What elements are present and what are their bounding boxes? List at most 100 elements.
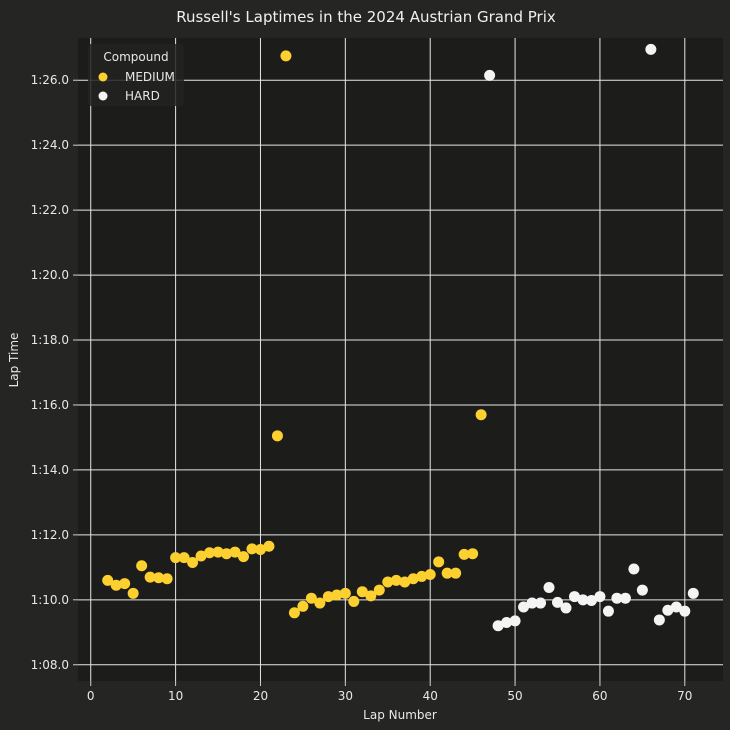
point-medium [271,430,283,442]
x-axis-ticks: 0 10 20 30 40 50 60 70 [87,681,692,703]
point-hard [619,592,631,604]
point-medium [475,409,487,421]
data-points [102,43,699,632]
point-medium [280,50,292,62]
x-tick-label: 20 [253,689,268,703]
x-tick-label: 0 [87,689,95,703]
point-medium [102,574,114,586]
point-hard [653,614,665,626]
point-medium [246,543,258,555]
point-hard [501,617,513,629]
point-medium [144,571,156,583]
legend-label-medium: MEDIUM [125,70,175,84]
point-medium [441,567,453,579]
point-medium [263,540,275,552]
point-medium [348,595,360,607]
point-hard [670,601,682,613]
point-hard [577,594,589,606]
point-hard [492,620,504,632]
point-medium [229,546,241,558]
point-medium [365,590,377,602]
legend-label-hard: HARD [125,89,160,103]
point-medium [467,548,479,560]
y-tick-label: 1:20.0 [31,268,69,282]
point-hard [526,597,538,609]
y-tick-label: 1:26.0 [31,73,69,87]
point-hard [509,615,521,627]
point-medium [136,560,148,572]
legend-marker-medium [98,72,108,82]
point-medium [407,573,419,585]
x-tick-label: 70 [677,689,692,703]
point-hard [628,563,640,575]
point-medium [187,556,199,568]
y-tick-label: 1:14.0 [31,463,69,477]
point-medium [390,574,402,586]
point-medium [221,548,233,560]
point-medium [297,600,309,612]
point-medium [314,597,326,609]
legend-title: Compound [103,50,168,64]
point-hard [645,43,657,55]
point-medium [339,587,351,599]
point-medium [178,552,190,564]
y-tick-label: 1:12.0 [31,528,69,542]
point-hard [679,605,691,617]
chart-title: Russell's Laptimes in the 2024 Austrian … [176,8,556,26]
point-hard [560,602,572,614]
point-hard [585,594,597,606]
y-tick-label: 1:10.0 [31,593,69,607]
point-medium [416,570,428,582]
point-medium [288,607,300,619]
point-hard [535,597,547,609]
point-medium [305,592,317,604]
legend-box [88,44,184,106]
point-medium [424,568,436,580]
grid-lines [78,38,723,681]
x-tick-label: 40 [423,689,438,703]
point-medium [373,584,385,596]
point-medium [161,573,173,585]
legend: Compound MEDIUM HARD [88,44,184,106]
point-medium [170,552,182,564]
point-hard [552,596,564,608]
point-medium [119,578,131,590]
point-medium [450,567,462,579]
point-medium [356,586,368,598]
x-tick-label: 50 [507,689,522,703]
point-medium [195,550,207,562]
point-medium [331,589,343,601]
point-hard [568,591,580,603]
point-hard [687,587,699,599]
legend-marker-hard [98,91,108,101]
y-tick-label: 1:22.0 [31,203,69,217]
point-hard [636,584,648,596]
point-hard [611,592,623,604]
point-medium [382,576,394,588]
y-tick-label: 1:08.0 [31,658,69,672]
point-medium [110,579,122,591]
y-tick-label: 1:24.0 [31,138,69,152]
point-hard [602,605,614,617]
point-medium [127,587,139,599]
point-medium [212,546,224,558]
x-axis-label: Lap Number [363,708,437,722]
point-medium [322,591,334,603]
point-medium [399,576,411,588]
point-medium [237,551,249,563]
x-tick-label: 30 [338,689,353,703]
x-tick-label: 60 [592,689,607,703]
point-hard [518,601,530,613]
y-axis-ticks: 1:08.0 1:10.0 1:12.0 1:14.0 1:16.0 1:18.0 1:20… [31,73,78,672]
x-tick-label: 10 [168,689,183,703]
point-medium [458,548,470,560]
y-tick-label: 1:18.0 [31,333,69,347]
y-axis-label: Lap Time [7,333,21,388]
point-hard [543,581,555,593]
point-medium [153,572,165,584]
point-hard [594,591,606,603]
point-hard [484,69,496,81]
point-medium [254,543,266,555]
point-medium [433,556,445,568]
